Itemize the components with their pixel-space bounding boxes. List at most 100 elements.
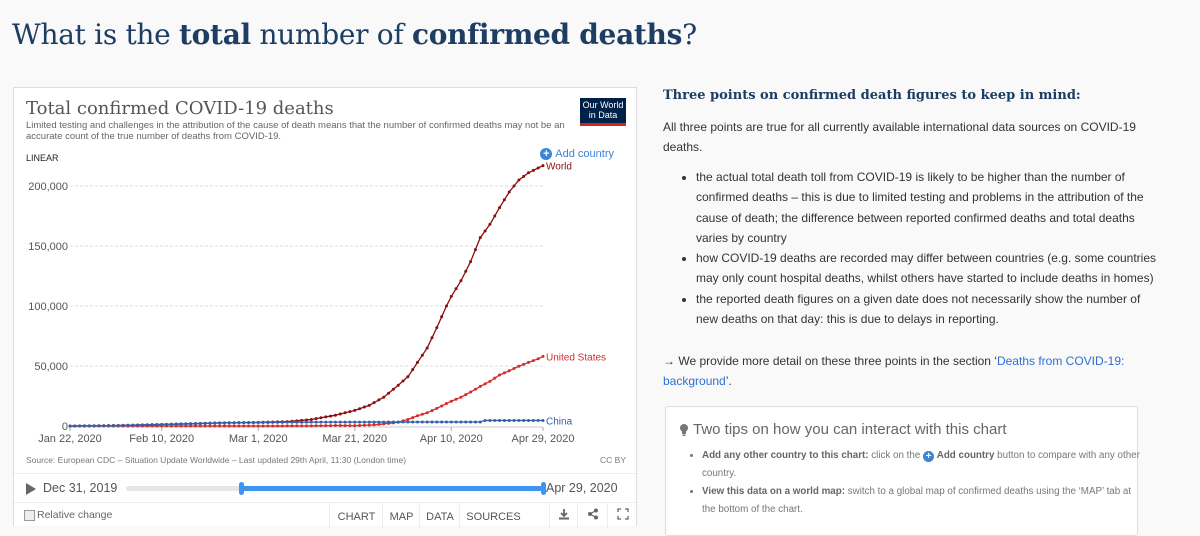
series-line [70, 355, 544, 427]
data-point [198, 424, 202, 428]
data-point [271, 424, 275, 428]
tip-bold: Add any other country to this chart: [702, 450, 869, 461]
data-point [483, 382, 487, 386]
data-point [295, 420, 299, 424]
data-point [324, 420, 328, 424]
data-point [435, 326, 439, 330]
data-point [145, 423, 149, 427]
data-point [348, 420, 352, 424]
data-point [242, 424, 246, 428]
data-point [420, 353, 424, 357]
play-icon[interactable] [26, 483, 36, 495]
data-point [536, 166, 540, 170]
data-point [517, 178, 521, 182]
license-link[interactable]: CC BY [600, 455, 626, 465]
data-point [517, 364, 521, 368]
data-point [358, 420, 362, 424]
source-text[interactable]: Source: European CDC – Situation Update … [26, 455, 407, 465]
background-section-link[interactable]: Deaths from COVID-19: background [663, 354, 1125, 389]
data-point [314, 420, 318, 424]
data-point [73, 424, 77, 428]
data-point [522, 418, 526, 422]
data-point [227, 424, 231, 428]
list-item: the reported death figures on a given da… [696, 289, 1163, 330]
data-point [498, 418, 502, 422]
data-point [416, 414, 420, 418]
data-point [353, 424, 357, 428]
data-point [406, 418, 410, 422]
x-tick-label: Apr 10, 2020 [420, 433, 483, 445]
chart-card: Total confirmed COVID-19 deaths Limited … [13, 87, 637, 528]
tab-chart[interactable]: CHART [329, 503, 383, 528]
data-point [502, 371, 506, 375]
logo-line: Our World [582, 100, 624, 110]
data-point [218, 421, 222, 425]
timeline-start-handle[interactable] [238, 482, 244, 495]
data-point [266, 420, 270, 424]
timeline-slider[interactable] [126, 482, 546, 495]
x-axis-ticks: Jan 22, 2020 Feb 10, 2020 Mar 1, 2020 Mar 2… [38, 426, 575, 445]
data-point [358, 407, 362, 411]
x-tick-label: Mar 1, 2020 [229, 433, 288, 445]
fullscreen-icon[interactable] [607, 503, 637, 528]
data-point [488, 222, 492, 226]
data-point [527, 360, 531, 364]
data-point [459, 279, 463, 283]
scale-toggle[interactable]: LINEAR [26, 153, 59, 163]
side-heading: Three points on confirmed death figures … [663, 88, 1081, 103]
data-point [222, 424, 226, 428]
data-point [411, 416, 415, 420]
data-point [353, 408, 357, 412]
data-point [348, 424, 352, 428]
data-point [276, 424, 280, 428]
timeline-selected-range [240, 486, 544, 491]
data-point [372, 420, 376, 424]
data-point [184, 422, 188, 426]
data-point [305, 420, 308, 424]
data-point [290, 420, 294, 424]
data-point [140, 423, 144, 427]
data-point [449, 294, 453, 298]
plus-circle-icon: + [923, 451, 935, 462]
add-country-button[interactable]: + Add country [540, 148, 614, 160]
data-point [478, 420, 482, 424]
relative-change-checkbox[interactable]: Relative change [24, 509, 112, 521]
data-point [425, 346, 429, 350]
owid-logo[interactable]: Our World in Data [580, 98, 626, 126]
tip-text: switch to a global map of confirmed deat… [702, 486, 1132, 515]
series-world: World [68, 162, 572, 428]
data-point [261, 424, 265, 428]
data-point [362, 423, 366, 427]
data-point [203, 424, 207, 428]
data-point [218, 424, 222, 428]
data-point [309, 420, 313, 424]
data-point [329, 424, 333, 428]
data-point [372, 401, 376, 405]
tab-map[interactable]: MAP [382, 503, 420, 528]
data-point [377, 398, 381, 402]
title-part-bold: confirmed deaths [412, 18, 683, 51]
data-point [531, 418, 535, 422]
data-point [261, 421, 265, 425]
data-point [401, 420, 405, 424]
tab-data[interactable]: DATA [419, 503, 460, 528]
data-point [473, 248, 477, 252]
data-point [343, 420, 347, 424]
timeline-end-label: Apr 29, 2020 [546, 481, 618, 495]
share-icon[interactable] [577, 503, 608, 528]
timeline-end-handle[interactable] [541, 482, 546, 495]
data-point [498, 206, 502, 210]
add-country-link[interactable]: Add country [936, 450, 995, 461]
data-point [362, 405, 366, 409]
data-point [469, 390, 473, 394]
checkbox-icon[interactable] [24, 509, 35, 521]
download-icon[interactable] [549, 503, 578, 528]
data-point [377, 420, 381, 424]
tips-box: Two tips on how you can interact with th… [665, 406, 1140, 536]
data-point [285, 420, 289, 424]
data-point [300, 420, 304, 424]
data-point [435, 406, 439, 410]
data-point [198, 421, 202, 425]
tab-sources[interactable]: SOURCES [459, 503, 527, 528]
side-intro: All three points are true for all curren… [663, 120, 1136, 154]
